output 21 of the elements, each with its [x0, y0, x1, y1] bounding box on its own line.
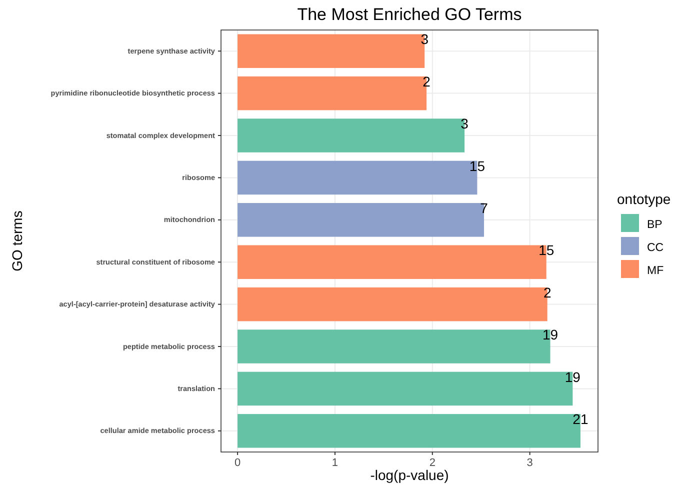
- annotation: 7: [480, 200, 488, 216]
- annotation: 19: [542, 326, 558, 343]
- annotation: 15: [469, 158, 486, 174]
- x-axis-title: -log(p-value): [370, 467, 449, 483]
- x-tick-label: 1: [332, 456, 338, 469]
- annotation: 3: [420, 31, 429, 48]
- legend-label: MF: [647, 265, 664, 277]
- annotation: 19: [564, 368, 581, 385]
- x-tick-label: 3: [526, 456, 533, 469]
- legend-title: ontotype: [617, 191, 671, 207]
- annotation: 2: [543, 284, 552, 300]
- x-tick-label: 2: [429, 456, 436, 469]
- annotation: 15: [538, 242, 554, 258]
- annotation: 2: [422, 73, 431, 90]
- chart-title: The Most Enriched GO Terms: [297, 5, 522, 24]
- x-tick-label: 0: [234, 456, 241, 469]
- legend-label: CC: [647, 242, 664, 254]
- y-axis-title: GO terms: [9, 210, 25, 272]
- legend-label: BP: [647, 219, 663, 231]
- annotation: 21: [572, 411, 588, 428]
- annotation: 3: [460, 116, 469, 132]
